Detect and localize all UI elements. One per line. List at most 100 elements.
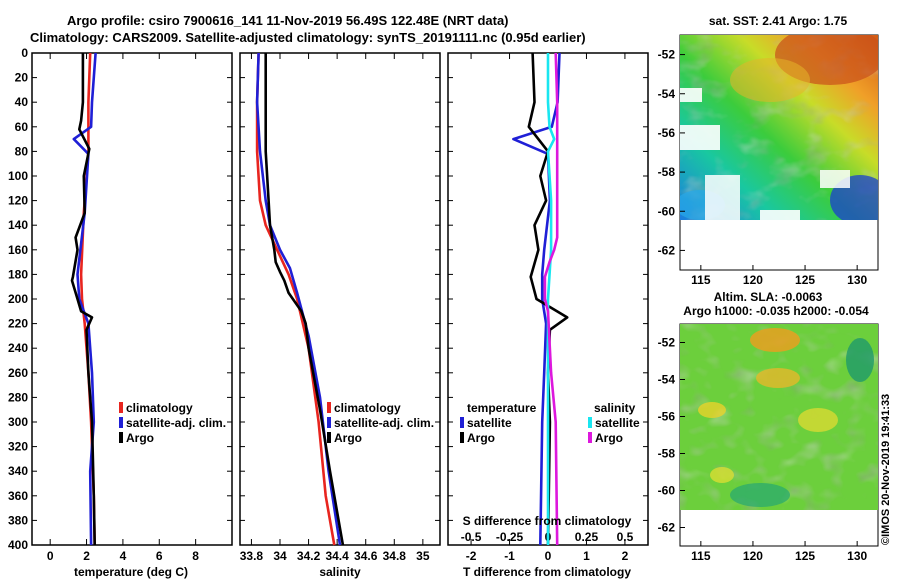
series-line-satellite-adj-clim-	[72, 52, 97, 546]
sst-map-panel: sat. SST: 2.41 Argo: 1.75 115 120 125 130 -5…	[658, 14, 879, 287]
series-line-argo	[264, 53, 345, 546]
sla-low-patch	[846, 338, 874, 382]
y-tick-label: 0	[21, 46, 28, 60]
map-y-tick-label: -58	[658, 165, 676, 179]
y-tick-label: 100	[8, 169, 28, 183]
figure-title-line-1: Argo profile: csiro 7900616_141 11-Nov-2…	[67, 13, 509, 28]
legend-label-t-satellite: satellite	[467, 416, 512, 430]
x-tick-label: 2	[622, 549, 629, 563]
map-y-tick-label: -60	[658, 204, 676, 218]
map-x-tick-label: 130	[847, 273, 867, 287]
y-tick-label: 340	[8, 464, 28, 478]
temperature-axis-label: temperature (deg C)	[74, 565, 188, 579]
legend-label-climatology: climatology	[126, 401, 193, 415]
sla-map-title: Altim. SLA: -0.0063	[714, 290, 823, 304]
s-tick-label: -0.25	[496, 530, 524, 544]
x-tick-label: 8	[192, 549, 199, 563]
sla-heatmap	[680, 324, 878, 510]
legend-label-s-argo: Argo	[595, 431, 623, 445]
map-x-tick-label: 120	[743, 549, 763, 563]
sst-land-gap	[820, 170, 850, 188]
map-y-tick-label: -56	[658, 126, 676, 140]
sst-land-gap	[705, 175, 740, 220]
x-tick-label: 34.4	[325, 549, 349, 563]
map-y-tick-label: -62	[658, 243, 676, 257]
x-tick-label: 4	[120, 549, 127, 563]
legend-label-argo: Argo	[334, 431, 362, 445]
s-tick-label: 0.5	[617, 530, 634, 544]
map-y-tick-label: -52	[658, 48, 676, 62]
y-tick-label: 80	[15, 144, 29, 158]
legend-swatch-s-argo	[588, 432, 592, 443]
figure-title-line-2: Climatology: CARS2009. Satellite-adjuste…	[30, 30, 586, 45]
sla-high-patch	[710, 467, 734, 483]
series-line-argo	[70, 53, 96, 546]
y-tick-label: 220	[8, 317, 28, 331]
legend-label-satellite-adj: satellite-adj. clim.	[334, 416, 434, 430]
map-y-tick-label: -54	[658, 87, 676, 101]
legend-swatch-climatology	[119, 402, 123, 413]
y-tick-label: 260	[8, 366, 28, 380]
legend-label-climatology: climatology	[334, 401, 401, 415]
y-tick-label: 120	[8, 194, 28, 208]
x-tick-label: 2	[83, 549, 90, 563]
x-tick-label: 0	[545, 549, 552, 563]
y-tick-label: 200	[8, 292, 28, 306]
x-tick-label: -2	[466, 549, 477, 563]
series-line-t-satellite	[512, 52, 561, 546]
sla-map-subtitle: Argo h1000: -0.035 h2000: -0.054	[683, 304, 869, 318]
map-x-tick-label: 120	[743, 273, 763, 287]
map-y-tick-label: -62	[658, 521, 676, 535]
credit-text: ©IMOS 20-Nov-2019 19:41:33	[880, 394, 892, 545]
sla-high-patch	[798, 408, 838, 432]
temperature-plot-area	[31, 52, 233, 546]
x-tick-label: 33.8	[240, 549, 264, 563]
map-x-tick-label: 125	[795, 273, 815, 287]
legend-swatch-satellite-adj	[327, 417, 331, 428]
y-tick-label: 40	[15, 95, 29, 109]
y-tick-label: 400	[8, 538, 28, 552]
map-y-tick-label: -52	[658, 336, 676, 350]
legend-label-argo: Argo	[126, 431, 154, 445]
x-tick-label: 34.6	[354, 549, 378, 563]
legend-label-t-argo: Argo	[467, 431, 495, 445]
series-line-s-argo	[543, 52, 559, 546]
sst-mid-patch	[730, 58, 810, 102]
salinity-axis-label: salinity	[319, 565, 361, 579]
x-tick-label: 34.8	[383, 549, 407, 563]
legend-label-satellite-adj: satellite-adj. clim.	[126, 416, 226, 430]
sla-high-patch	[698, 402, 726, 418]
legend-swatch-argo	[119, 432, 123, 443]
y-tick-label: 20	[15, 71, 29, 85]
sst-land-gap	[680, 88, 702, 102]
salinity-panel: 33.8 34 34.2 34.4 34.6 34.8 35 climatology sat…	[239, 52, 441, 579]
temperature-panel: 0204060801001201401601802002202402602803…	[8, 46, 233, 579]
map-x-tick-label: 115	[691, 549, 711, 563]
legend-title-temperature: temperature	[467, 401, 537, 415]
x-tick-label: -1	[504, 549, 515, 563]
sla-high-patch	[756, 368, 800, 388]
sst-map-title: sat. SST: 2.41 Argo: 1.75	[709, 14, 848, 28]
legend-title-salinity: salinity	[594, 401, 636, 415]
series-line-satellite-adj-clim-	[255, 52, 342, 546]
sst-land-gap	[760, 210, 800, 220]
salinity-plot-area	[239, 52, 441, 546]
difference-legend: temperature satellite Argo salinity sate…	[460, 401, 640, 445]
legend-swatch-s-satellite	[588, 417, 592, 428]
map-y-tick-label: -60	[658, 484, 676, 498]
s-difference-axis-label: S difference from climatology	[463, 514, 632, 528]
sst-heatmap	[680, 35, 878, 220]
map-x-tick-label: 125	[795, 549, 815, 563]
sla-low-patch	[730, 483, 790, 507]
x-tick-label: 34.2	[297, 549, 321, 563]
y-tick-label: 240	[8, 341, 28, 355]
y-tick-label: 360	[8, 489, 28, 503]
sst-land-gap	[680, 125, 720, 150]
x-tick-label: 6	[156, 549, 163, 563]
sla-map-panel: Altim. SLA: -0.0063 Argo h1000: -0.035 h…	[658, 290, 879, 563]
map-x-tick-label: 130	[847, 549, 867, 563]
legend-swatch-t-argo	[460, 432, 464, 443]
t-difference-axis-label: T difference from climatology	[463, 565, 631, 579]
y-tick-label: 140	[8, 218, 28, 232]
